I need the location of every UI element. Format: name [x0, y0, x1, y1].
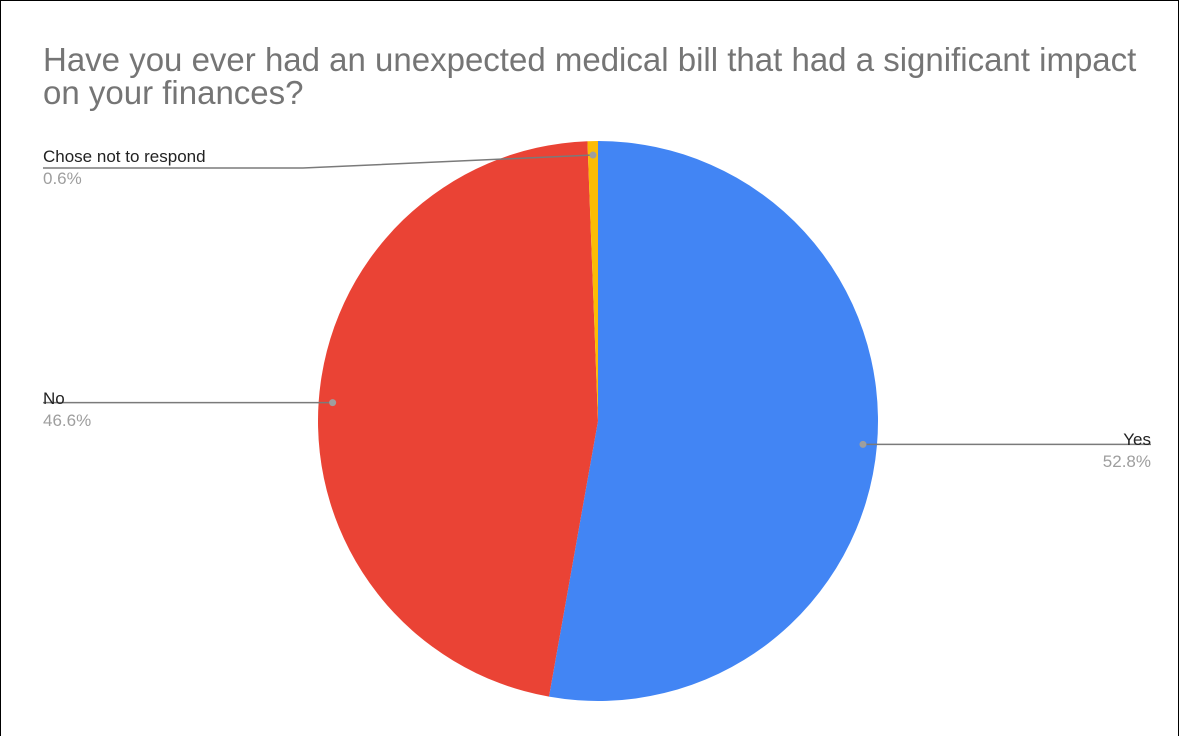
pie-slice-no — [317, 141, 598, 697]
slice-label: Yes — [1123, 430, 1151, 449]
pie-slice-yes — [548, 141, 878, 702]
leader-dot — [859, 440, 867, 448]
slice-percent: 46.6% — [43, 411, 91, 430]
chart-title: Have you ever had an unexpected medical … — [43, 41, 1137, 111]
callout-yes: Yes 52.8% — [859, 430, 1151, 471]
leader-dot — [329, 399, 337, 407]
callout-no: No 46.6% — [43, 389, 337, 430]
slice-label: Chose not to respond — [43, 147, 206, 166]
pie-callouts: Yes 52.8% No 46.6% Chose not to respond 0.6% — [43, 147, 1151, 471]
slice-label: No — [43, 389, 65, 408]
pie-slice-chose-not-to-respond — [587, 141, 598, 421]
callout-chose-not-to-respond: Chose not to respond 0.6% — [43, 147, 597, 188]
leader-dot — [589, 151, 597, 159]
slice-percent: 52.8% — [1103, 452, 1151, 471]
pie-slices — [317, 141, 878, 702]
leader-line — [43, 154, 594, 169]
slice-percent: 0.6% — [43, 169, 82, 188]
